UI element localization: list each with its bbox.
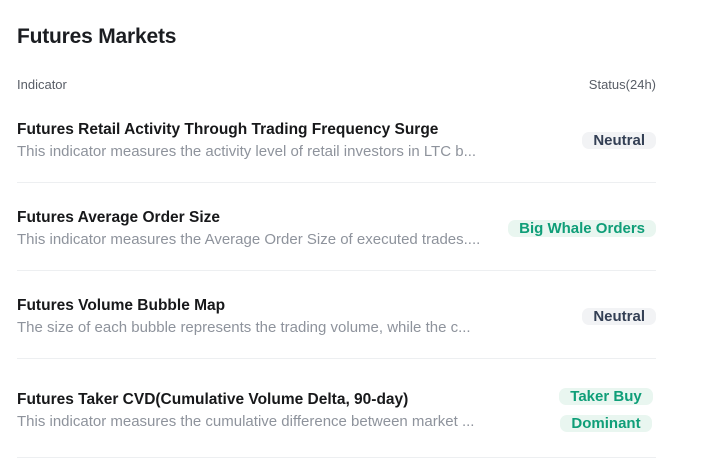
page-title: Futures Markets [17,25,177,48]
indicator-cell: Futures Volume Bubble Map The size of ea… [17,295,471,338]
table-row-average-order-size[interactable]: Futures Average Order Size This indicato… [17,183,656,272]
status-badge: Neutral [582,127,656,154]
status-badge: Big Whale Orders [508,215,656,242]
indicator-title: Futures Taker CVD(Cumulative Volume Delt… [17,390,409,408]
indicator-cell: Futures Retail Activity Through Trading … [17,119,476,162]
indicator-description: This indicator measures the cumulative d… [17,412,475,430]
status-badge-label: Neutral [582,132,656,150]
status-badge-label: Big Whale Orders [508,220,656,238]
column-header-status: Status(24h) [588,77,656,93]
indicator-description: This indicator measures the activity lev… [17,143,477,161]
table-row-volume-bubble-map[interactable]: Futures Volume Bubble Map The size of ea… [17,271,656,360]
indicators-table: Futures Retail Activity Through Trading … [17,95,656,459]
status-badge-label: Neutral [582,308,656,326]
column-header-indicator: Indicator [17,77,67,93]
indicator-title: Futures Retail Activity Through Trading … [17,121,439,139]
status-badge: Taker Buy Dominant [556,383,656,437]
status-badge-label: Taker Buy Dominant [559,388,653,433]
status-cell: Neutral [582,127,656,154]
table-row-taker-cvd[interactable]: Futures Taker CVD(Cumulative Volume Delt… [17,359,656,459]
table-row-retail-activity[interactable]: Futures Retail Activity Through Trading … [17,95,656,184]
indicator-description: The size of each bubble represents the t… [17,319,471,337]
status-cell: Neutral [582,303,656,330]
indicator-description: This indicator measures the Average Orde… [17,231,481,249]
indicator-cell: Futures Taker CVD(Cumulative Volume Delt… [17,389,474,432]
futures-markets-page: Futures Markets Indicator Status(24h) Fu… [17,25,656,459]
status-cell: Taker Buy Dominant [556,383,656,437]
status-badge: Neutral [582,303,656,330]
indicator-title: Futures Average Order Size [17,209,221,227]
table-column-headers: Indicator Status(24h) [17,77,656,93]
status-cell: Big Whale Orders [508,215,656,242]
indicator-title: Futures Volume Bubble Map [17,297,226,315]
indicator-cell: Futures Average Order Size This indicato… [17,207,480,250]
